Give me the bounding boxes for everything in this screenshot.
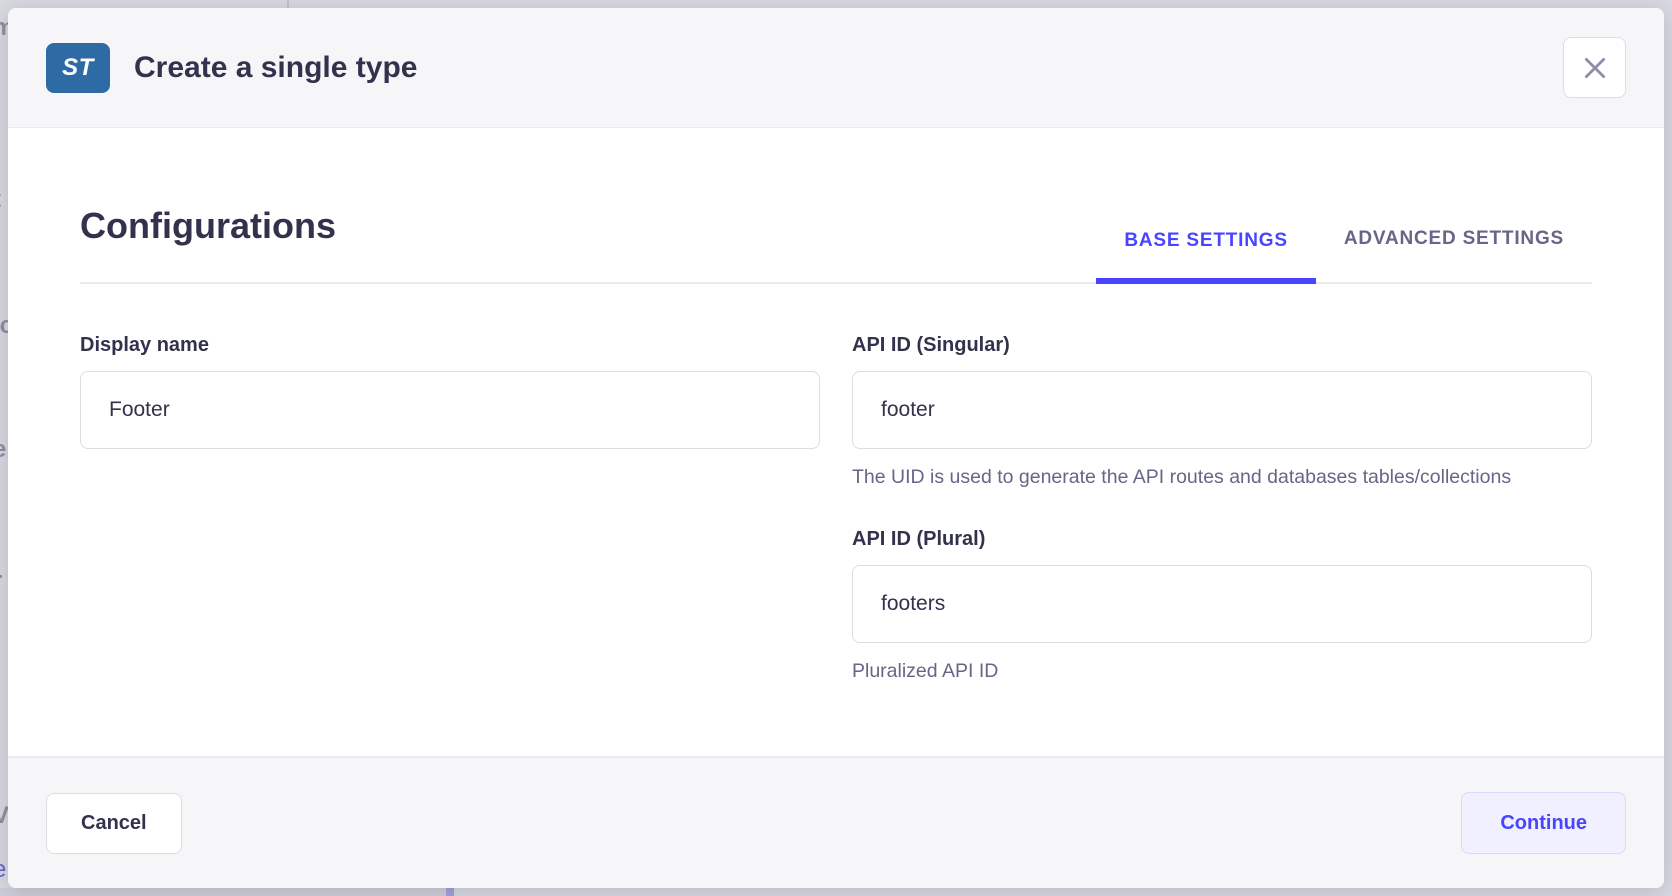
display-name-label: Display name: [80, 334, 209, 356]
configurations-header-row: Configurations BASE SETTINGS ADVANCED SE…: [80, 204, 1592, 284]
settings-tabs: BASE SETTINGS ADVANCED SETTINGS: [1096, 228, 1592, 284]
single-type-badge-icon: ST: [46, 42, 110, 93]
tab-base-settings[interactable]: BASE SETTINGS: [1096, 230, 1316, 284]
cancel-button[interactable]: Cancel: [46, 792, 182, 854]
backdrop-text-fragment: r: [0, 567, 2, 595]
api-id-singular-label: API ID (Singular): [852, 334, 1010, 356]
backdrop-text-fragment: el: [0, 856, 12, 884]
modal-title: Create a single type: [134, 50, 418, 84]
left-column: Display name: [80, 334, 820, 686]
close-button[interactable]: [1563, 37, 1626, 98]
backdrop-text-fragment: t: [0, 186, 1, 214]
backdrop-divider-line: [287, 0, 289, 8]
display-name-field-group: Display name: [80, 334, 820, 449]
backdrop-text-fragment: e: [0, 436, 6, 464]
api-id-singular-field-group: API ID (Singular) The UID is used to gen…: [852, 334, 1592, 492]
backdrop-accent-marker: [446, 888, 454, 896]
api-id-plural-field-group: API ID (Plural) Pluralized API ID: [852, 528, 1592, 686]
create-single-type-modal: ST Create a single type Configurations B…: [8, 8, 1664, 888]
api-id-plural-hint: Pluralized API ID: [852, 660, 999, 682]
modal-body: Configurations BASE SETTINGS ADVANCED SE…: [8, 128, 1664, 756]
backdrop-text-fragment: V: [0, 802, 10, 829]
close-icon: [1582, 55, 1608, 81]
continue-button[interactable]: Continue: [1461, 792, 1626, 854]
api-id-plural-label: API ID (Plural): [852, 528, 986, 550]
display-name-input[interactable]: [80, 371, 820, 449]
api-id-singular-hint: The UID is used to generate the API rout…: [852, 466, 1512, 488]
api-id-singular-input[interactable]: [852, 371, 1592, 449]
tab-advanced-settings[interactable]: ADVANCED SETTINGS: [1316, 228, 1592, 282]
configuration-form: Display name API ID (Singular) The UID i…: [80, 334, 1592, 686]
modal-header: ST Create a single type: [8, 8, 1664, 128]
right-column: API ID (Singular) The UID is used to gen…: [852, 334, 1592, 686]
backdrop-sidebar-edge: [0, 888, 446, 896]
modal-footer: Cancel Continue: [8, 756, 1664, 888]
api-id-plural-input[interactable]: [852, 565, 1592, 643]
configurations-heading: Configurations: [80, 205, 336, 246]
